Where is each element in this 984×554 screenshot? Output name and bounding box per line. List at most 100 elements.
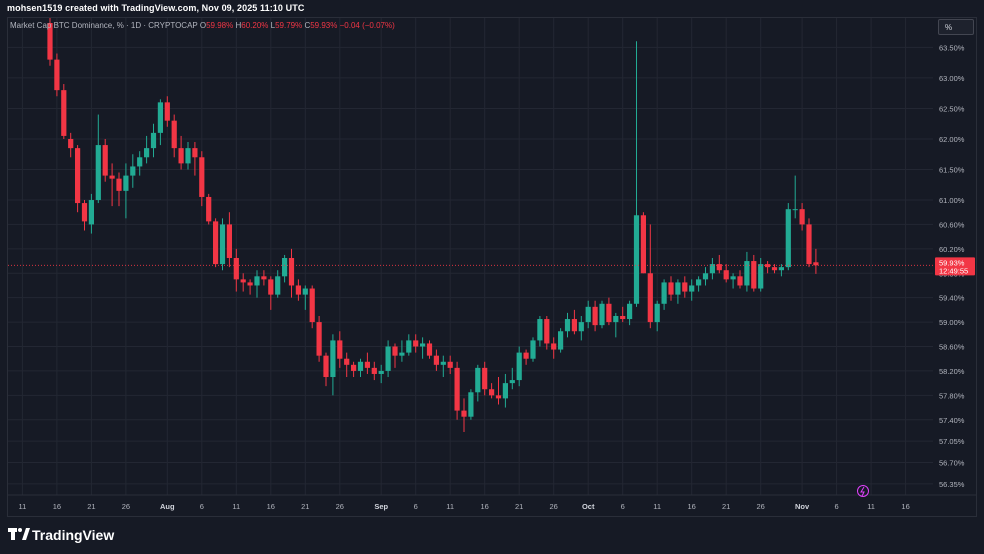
- candle-body: [130, 166, 136, 176]
- candle-body: [219, 224, 226, 265]
- y-tick-label: 57.80%: [939, 391, 965, 400]
- candle-body: [344, 358, 350, 365]
- symbol-legend: Market Cap BTC Dominance, % · 1D · CRYPT…: [10, 21, 395, 30]
- x-tick-label: Oct: [582, 502, 595, 511]
- x-tick-label: 16: [53, 502, 61, 511]
- candle-body: [495, 395, 502, 399]
- candle-body: [758, 264, 764, 289]
- candle-body: [544, 319, 550, 344]
- candle-body: [109, 175, 115, 179]
- candle-body: [144, 148, 150, 158]
- candle-body: [454, 367, 460, 411]
- candle-body: [530, 340, 536, 359]
- candle-body: [323, 355, 329, 378]
- candle-body: [240, 279, 246, 283]
- candle-body: [116, 178, 122, 191]
- percent-scale-button[interactable]: %: [938, 19, 974, 35]
- candle-body: [475, 367, 481, 393]
- candle-body: [675, 282, 681, 295]
- candle-body: [702, 273, 709, 280]
- x-tick-label: 11: [653, 502, 661, 511]
- candle-body: [696, 279, 702, 286]
- candle-body: [102, 145, 108, 176]
- open-label: O: [199, 21, 207, 30]
- candlestick-chart[interactable]: 56.35% 56.70% 57.05% 57.40% 57.80% 58.20% 58.6…: [8, 18, 976, 516]
- y-tick-label: 60.20%: [939, 245, 965, 254]
- candle-body: [275, 276, 281, 295]
- open-value: 59.98%: [206, 21, 234, 30]
- candle-body: [744, 261, 750, 286]
- y-tick-label: 62.00%: [939, 135, 965, 144]
- candle-body: [523, 352, 529, 359]
- candle-body: [351, 364, 357, 371]
- candle-body: [730, 276, 736, 280]
- candle-body: [709, 264, 715, 274]
- candle-body: [288, 258, 295, 286]
- x-tick-label: 16: [688, 502, 696, 511]
- candle-body: [558, 331, 564, 350]
- candle-body: [316, 322, 322, 356]
- candle-body: [123, 175, 129, 191]
- y-tick-label: 63.00%: [939, 74, 965, 83]
- candle-body: [309, 288, 315, 323]
- x-tick-label: Aug: [160, 502, 175, 511]
- candle-body: [137, 157, 143, 167]
- author-credit: mohsen1519 created with TradingView.com,…: [7, 3, 305, 13]
- candle-body: [461, 410, 467, 417]
- last-price-tag: [935, 257, 975, 276]
- candle-body: [357, 361, 364, 371]
- candle-body: [502, 383, 508, 399]
- candle-body: [302, 288, 308, 295]
- candle-body: [627, 303, 633, 320]
- lightning-icon: [857, 485, 869, 497]
- candle-body: [364, 361, 370, 368]
- x-tick-label: 26: [122, 502, 130, 511]
- close-label: C: [304, 21, 311, 30]
- candle-body: [88, 200, 94, 225]
- candle-body: [482, 367, 488, 390]
- lightning-bolt: [860, 486, 865, 497]
- candle-body: [261, 276, 267, 280]
- candle-body: [199, 157, 205, 197]
- candle-body: [585, 306, 591, 323]
- x-tick-label: 21: [515, 502, 523, 511]
- x-tick-label: 21: [87, 502, 95, 511]
- candle-body: [185, 148, 191, 164]
- tradingview-brand: TradingView: [32, 527, 115, 543]
- x-tick-label: 6: [621, 502, 625, 511]
- candle-body: [47, 23, 53, 60]
- candle-body: [206, 196, 212, 222]
- y-tick-label: 61.00%: [939, 196, 965, 205]
- high-value: 60.20%: [241, 21, 269, 30]
- y-tick-label: 56.70%: [939, 458, 965, 467]
- y-tick-label: 58.60%: [939, 343, 965, 352]
- candle-body: [620, 315, 626, 320]
- candle-body: [268, 279, 274, 295]
- x-tick-label: 11: [867, 502, 875, 511]
- x-tick-label: 11: [19, 502, 27, 511]
- candle-body: [233, 258, 239, 280]
- countdown-label: 12:49:55: [939, 266, 968, 275]
- candle-body: [551, 343, 557, 350]
- candle-body: [737, 276, 743, 286]
- y-tick-label: 57.40%: [939, 416, 965, 425]
- low-label: L: [270, 21, 276, 30]
- candle-body: [716, 264, 722, 271]
- high-label: H: [235, 21, 242, 30]
- candle-body: [606, 303, 612, 323]
- y-tick-label: 59.40%: [939, 294, 965, 303]
- candle-body: [178, 148, 184, 164]
- candle-body: [564, 319, 571, 332]
- chart-panel[interactable]: 56.35% 56.70% 57.05% 57.40% 57.80% 58.20% 58.6…: [7, 17, 977, 517]
- candle-body: [723, 270, 729, 280]
- x-tick-label: 26: [757, 502, 765, 511]
- candle-body: [447, 361, 453, 368]
- candle-body: [150, 132, 157, 149]
- candle-body: [399, 352, 405, 356]
- candle-body: [254, 276, 260, 286]
- candle-body: [792, 209, 798, 211]
- footer: [0, 517, 984, 554]
- candle-body: [778, 267, 784, 271]
- candle-body: [537, 319, 543, 341]
- candle-body: [192, 148, 198, 158]
